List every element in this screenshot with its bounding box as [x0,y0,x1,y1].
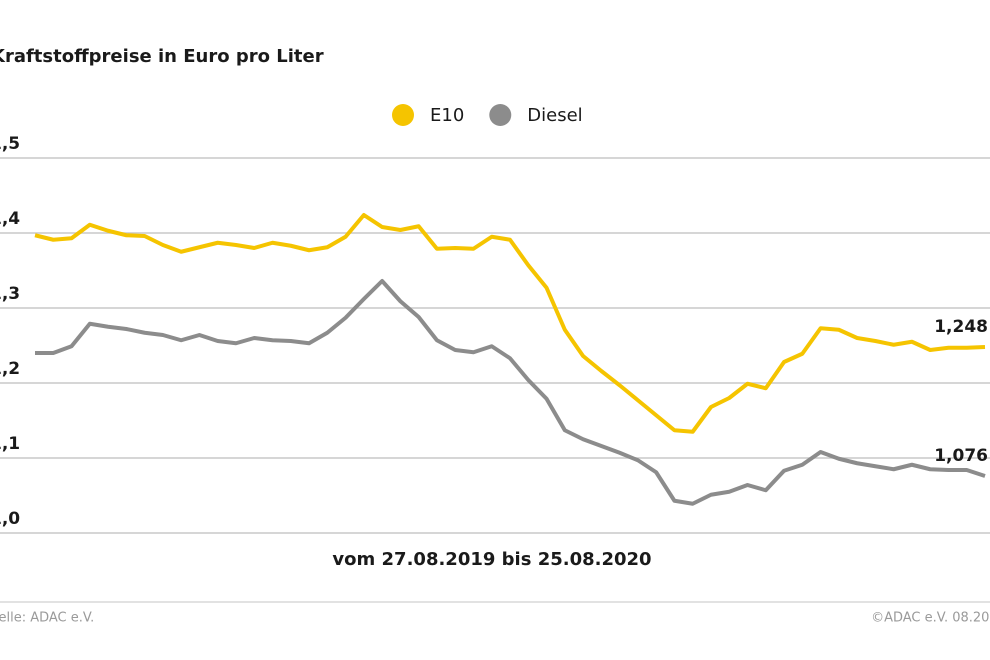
subtitle: vom 27.08.2019 bis 25.08.2020 [332,549,651,570]
legend-marker [489,104,512,126]
chart-title: Kraftstoffpreise in Euro pro Liter [0,46,324,67]
y-tick-label: 1,1 [0,434,20,454]
y-tick-label: 1,3 [0,284,20,304]
y-tick-label: 1,5 [0,134,20,154]
legend-label: E10 [430,105,464,126]
value-label: 1,076 [934,446,988,466]
y-tick-label: 1,4 [0,209,20,229]
legend-marker [392,104,414,126]
series-line [34,213,986,434]
copyright: ©ADAC e.V. 08.2020 [871,611,990,626]
y-tick-label: 1,0 [0,509,20,529]
value-label: 1,248 [934,317,988,337]
series-line [35,279,986,506]
source: Quelle: ADAC e.V. [0,611,94,626]
legend-label: Diesel [527,105,582,126]
y-tick-label: 1,2 [0,359,20,379]
